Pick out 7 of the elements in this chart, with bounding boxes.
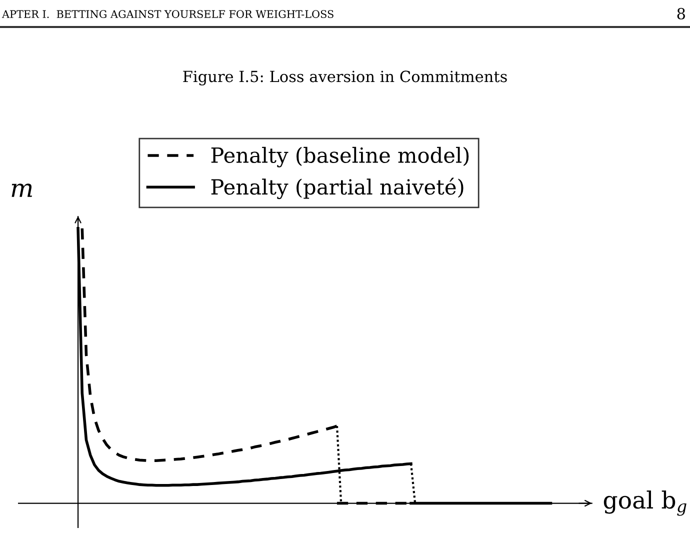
legend-label: Penalty (baseline model) [211,146,469,168]
text: 8 [677,8,685,20]
y-axis-title: m [12,184,32,197]
text: APTER I. BETTING AGAINST YOURSELF FOR WEIGHT-LOSS [2,10,334,18]
x-axis-title: goal b$_{g}$ [604,490,686,516]
legend-label: Penalty (partial naiveté) [211,178,464,200]
chart-title: Figure I.5: Loss aversion in Commitments [183,70,507,86]
